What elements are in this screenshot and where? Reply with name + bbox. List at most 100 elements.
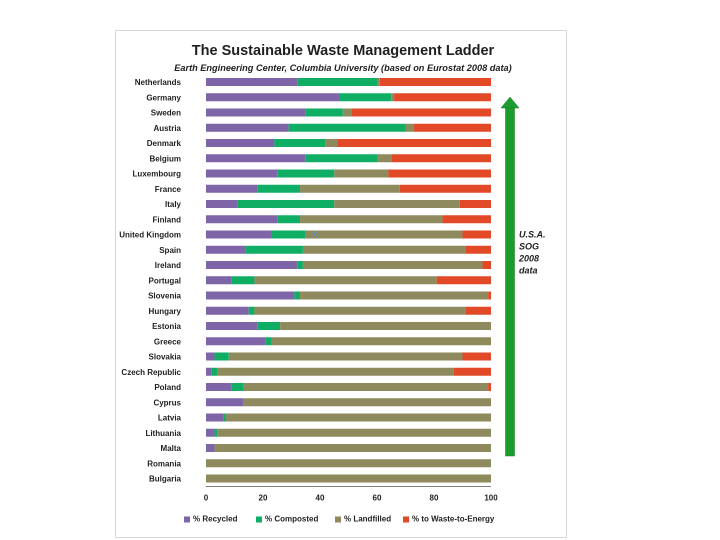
bar-france-to-waste-to-energy bbox=[399, 184, 491, 193]
category-label-spain: Spain bbox=[159, 246, 181, 255]
bar-france-recycled bbox=[206, 184, 258, 193]
category-label-poland: Poland bbox=[154, 383, 181, 392]
bar-netherlands-to-waste-to-energy bbox=[379, 78, 491, 86]
bar-czech-republic-landfilled bbox=[217, 367, 454, 376]
bar-belgium-composted bbox=[305, 154, 377, 163]
bar-slovakia-to-waste-to-energy bbox=[462, 352, 491, 361]
bar-hungary-landfilled bbox=[254, 306, 466, 315]
bar-slovakia-recycled bbox=[206, 352, 215, 361]
bar-lithuania-recycled bbox=[206, 428, 215, 437]
bar-netherlands-recycled bbox=[206, 78, 298, 86]
bar-france-composted bbox=[257, 184, 301, 193]
bar-denmark-landfilled bbox=[325, 139, 338, 147]
category-label-united-kingdom: United Kingdom bbox=[119, 231, 181, 240]
usa-marker-icon bbox=[313, 231, 318, 238]
bar-czech-republic-recycled bbox=[206, 367, 212, 376]
bar-italy-to-waste-to-energy bbox=[459, 200, 491, 208]
legend-label-recycled: % Recycled bbox=[193, 515, 238, 524]
category-label-czech-republic: Czech Republic bbox=[121, 368, 181, 377]
bar-luxembourg-to-waste-to-energy bbox=[388, 169, 491, 178]
bar-cyprus-recycled bbox=[206, 398, 244, 407]
category-label-greece: Greece bbox=[154, 337, 182, 346]
bar-united-kingdom-recycled bbox=[206, 230, 272, 239]
annotation-line-1: SOG bbox=[519, 242, 539, 252]
category-label-denmark: Denmark bbox=[147, 139, 182, 148]
bar-ireland-to-waste-to-energy bbox=[482, 261, 491, 269]
bar-netherlands-composted bbox=[297, 78, 377, 86]
legend-swatch-landfilled bbox=[335, 516, 341, 523]
bar-estonia-landfilled bbox=[280, 322, 491, 330]
bar-greece-recycled bbox=[206, 337, 266, 346]
annotation-line-0: U.S.A. bbox=[519, 230, 546, 240]
chart: The Sustainable Waste Management Ladder … bbox=[119, 43, 546, 524]
bar-slovenia-landfilled bbox=[300, 291, 489, 300]
category-label-malta: Malta bbox=[161, 444, 182, 453]
bar-germany-composted bbox=[339, 93, 392, 102]
bar-poland-composted bbox=[231, 383, 244, 391]
bar-france-landfilled bbox=[300, 184, 400, 193]
bar-italy-recycled bbox=[206, 200, 238, 208]
bar-estonia-recycled bbox=[206, 322, 258, 330]
legend-swatch-composted bbox=[256, 516, 262, 523]
category-label-germany: Germany bbox=[146, 93, 181, 102]
annotation-line-3: data bbox=[519, 266, 538, 276]
bars-group bbox=[206, 78, 492, 483]
bar-germany-to-waste-to-energy bbox=[394, 93, 491, 102]
bar-spain-landfilled bbox=[302, 245, 466, 254]
legend-swatch-to-waste-to-energy bbox=[403, 516, 409, 523]
bar-poland-to-waste-to-energy bbox=[488, 383, 491, 391]
bar-czech-republic-to-waste-to-energy bbox=[453, 367, 491, 376]
bar-greece-landfilled bbox=[271, 337, 491, 346]
bar-belgium-recycled bbox=[206, 154, 306, 163]
bar-ireland-landfilled bbox=[302, 261, 483, 269]
bar-slovenia-composted bbox=[294, 291, 301, 300]
bar-sweden-landfilled bbox=[342, 108, 352, 117]
category-label-cyprus: Cyprus bbox=[153, 398, 181, 407]
bar-poland-recycled bbox=[206, 383, 232, 391]
legend-item-composted: % Composted bbox=[256, 515, 318, 524]
bar-ireland-recycled bbox=[206, 261, 298, 269]
bar-luxembourg-landfilled bbox=[334, 169, 389, 178]
bar-portugal-landfilled bbox=[254, 276, 437, 285]
x-tick-label-0: 0 bbox=[204, 494, 209, 503]
legend-item-recycled: % Recycled bbox=[184, 515, 238, 524]
bar-germany-recycled bbox=[206, 93, 340, 102]
x-tick-label-100: 100 bbox=[484, 494, 498, 503]
legend-label-to-waste-to-energy: % to Waste-to-Energy bbox=[412, 515, 495, 524]
bar-bulgaria-landfilled bbox=[206, 474, 491, 483]
bar-malta-recycled bbox=[206, 444, 215, 452]
chart-subtitle: Earth Engineering Center, Columbia Unive… bbox=[174, 63, 511, 73]
bar-slovakia-landfilled bbox=[228, 352, 463, 361]
category-label-lithuania: Lithuania bbox=[145, 429, 181, 438]
bar-germany-landfilled bbox=[391, 93, 395, 102]
bar-lithuania-composted bbox=[214, 428, 218, 437]
bar-finland-composted bbox=[277, 215, 301, 224]
category-label-netherlands: Netherlands bbox=[135, 78, 182, 87]
chart-title: The Sustainable Waste Management Ladder bbox=[192, 43, 495, 59]
bar-luxembourg-recycled bbox=[206, 169, 278, 178]
arrow-head bbox=[500, 96, 520, 109]
x-tick-label-60: 60 bbox=[373, 494, 382, 503]
bar-belgium-to-waste-to-energy bbox=[391, 154, 491, 163]
category-label-france: France bbox=[155, 185, 182, 194]
category-label-romania: Romania bbox=[147, 459, 181, 468]
category-label-austria: Austria bbox=[153, 124, 181, 133]
bar-netherlands-landfilled bbox=[377, 78, 380, 86]
bar-poland-landfilled bbox=[243, 383, 489, 391]
bar-united-kingdom-to-waste-to-energy bbox=[462, 230, 491, 239]
category-label-ireland: Ireland bbox=[155, 261, 181, 270]
legend: % Recycled % Composted % Landfilled % to Wa… bbox=[184, 515, 495, 524]
bar-luxembourg-composted bbox=[277, 169, 335, 178]
bar-belgium-landfilled bbox=[377, 154, 392, 163]
category-label-slovakia: Slovakia bbox=[149, 353, 182, 362]
legend-swatch-recycled bbox=[184, 516, 190, 523]
bar-austria-recycled bbox=[206, 123, 289, 132]
bar-spain-recycled bbox=[206, 245, 246, 254]
bar-spain-to-waste-to-energy bbox=[465, 245, 491, 254]
bar-slovenia-to-waste-to-energy bbox=[488, 291, 491, 300]
bar-cyprus-landfilled bbox=[243, 398, 491, 407]
bar-finland-landfilled bbox=[300, 215, 443, 224]
category-label-estonia: Estonia bbox=[152, 322, 181, 331]
bar-italy-landfilled bbox=[334, 200, 460, 208]
bar-united-kingdom-composted bbox=[271, 230, 306, 239]
